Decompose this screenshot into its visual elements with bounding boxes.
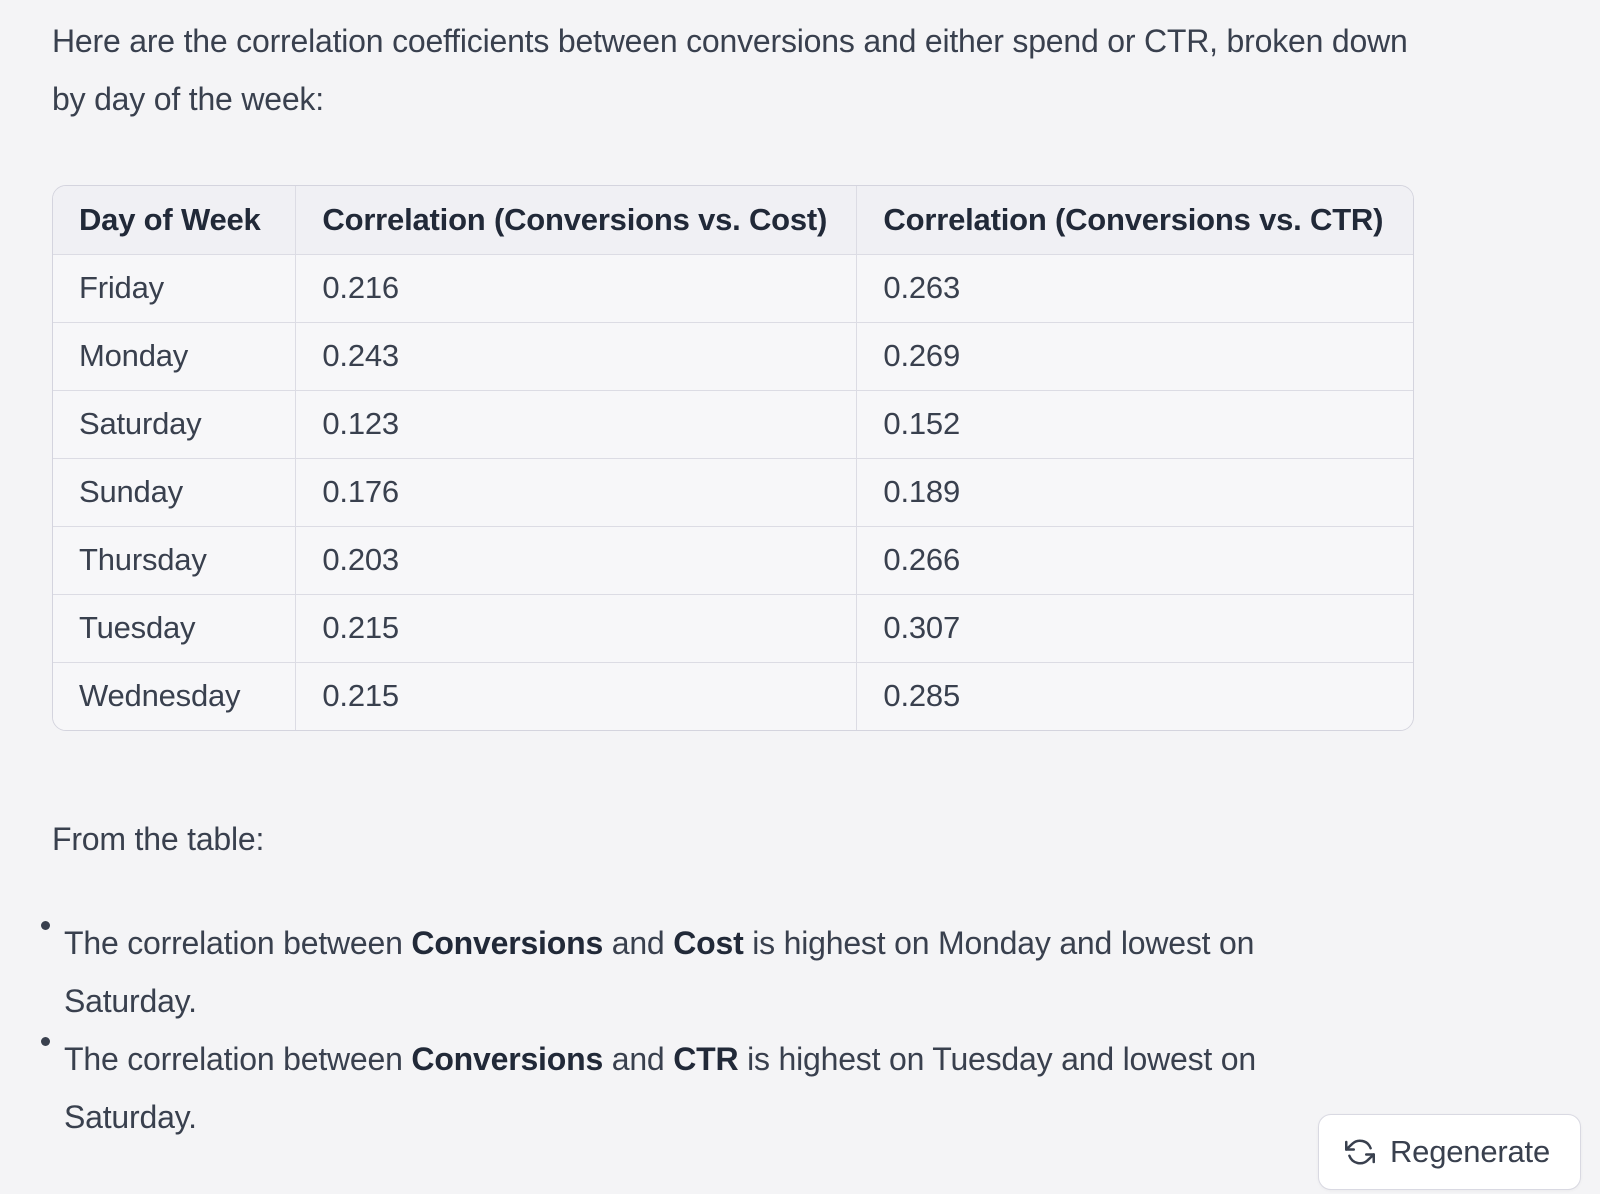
refresh-icon <box>1344 1139 1375 1165</box>
cell-ctr: 0.263 <box>856 254 1413 322</box>
cell-ctr: 0.152 <box>856 389 1413 458</box>
bullet-bold-conversions: Conversions <box>411 925 604 961</box>
cell-cost: 0.243 <box>295 321 858 390</box>
table-row: Tuesday 0.215 0.307 <box>53 593 1413 662</box>
cell-cost: 0.215 <box>295 593 858 662</box>
column-header-ctr-correlation: Correlation (Conversions vs. CTR) <box>856 186 1413 255</box>
column-header-cost-correlation: Correlation (Conversions vs. Cost) <box>295 186 858 255</box>
table-row: Friday 0.216 0.263 <box>53 254 1413 322</box>
cell-ctr: 0.189 <box>856 457 1413 526</box>
bullet-text: is highest on Monday and lowest on Satur… <box>64 925 1255 1019</box>
cell-day: Friday <box>53 254 297 322</box>
correlation-table: Day of Week Correlation (Conversions vs.… <box>52 185 1414 731</box>
insight-ctr-bullet: The correlation between Conversions and … <box>41 1030 1332 1146</box>
insights-list: The correlation between Conversions and … <box>41 914 1452 1146</box>
bullet-bold-ctr: CTR <box>673 1041 739 1077</box>
regenerate-label: Regenerate <box>1389 1134 1550 1169</box>
bullet-text: is highest on Tuesday and lowest on Satu… <box>64 1041 1256 1135</box>
cell-cost: 0.176 <box>295 457 858 526</box>
assistant-message: Here are the correlation coefficients be… <box>41 12 1452 1146</box>
table-header-row: Day of Week Correlation (Conversions vs.… <box>53 186 1413 255</box>
bullet-bold-cost: Cost <box>673 925 744 961</box>
bullet-text: The correlation between <box>64 925 412 961</box>
intro-paragraph: Here are the correlation coefficients be… <box>52 23 1408 117</box>
cell-ctr: 0.266 <box>856 525 1413 594</box>
cell-cost: 0.215 <box>295 661 858 730</box>
cell-day: Monday <box>53 321 297 390</box>
bullet-text: and <box>603 1041 674 1077</box>
insight-cost-bullet: The correlation between Conversions and … <box>41 914 1332 1030</box>
cell-day: Wednesday <box>53 661 297 730</box>
cell-cost: 0.203 <box>295 525 858 594</box>
table-row: Wednesday 0.215 0.285 <box>53 661 1413 730</box>
cell-ctr: 0.285 <box>856 661 1413 730</box>
table-row: Saturday 0.123 0.152 <box>53 389 1413 458</box>
cell-ctr: 0.269 <box>856 321 1413 390</box>
cell-day: Sunday <box>53 457 297 526</box>
cell-cost: 0.216 <box>295 254 858 322</box>
cell-ctr: 0.307 <box>856 593 1413 662</box>
cell-cost: 0.123 <box>295 389 858 458</box>
cell-day: Tuesday <box>53 593 297 662</box>
table-row: Monday 0.243 0.269 <box>53 321 1413 390</box>
bullet-bold-conversions: Conversions <box>411 1041 604 1077</box>
table-row: Sunday 0.176 0.189 <box>53 457 1413 526</box>
regenerate-button[interactable]: Regenerate <box>1317 1114 1581 1190</box>
bullet-text: The correlation between <box>64 1041 412 1077</box>
bullet-text: and <box>603 925 674 961</box>
cell-day: Thursday <box>53 525 297 594</box>
cell-day: Saturday <box>53 389 297 458</box>
table-row: Thursday 0.203 0.266 <box>53 525 1413 594</box>
from-table-paragraph: From the table: <box>52 821 265 857</box>
column-header-day: Day of Week <box>53 186 297 255</box>
